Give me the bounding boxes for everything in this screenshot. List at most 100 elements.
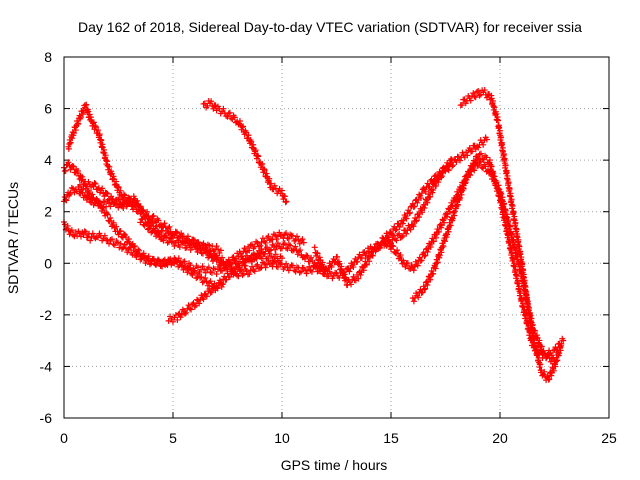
data-point — [295, 236, 302, 243]
data-point — [514, 254, 521, 261]
x-tick-label: 20 — [492, 430, 508, 446]
data-point — [266, 247, 273, 254]
data-point — [265, 233, 272, 240]
data-point — [197, 244, 204, 251]
data-point — [117, 240, 124, 247]
series-arc-i — [311, 134, 490, 289]
data-point — [148, 216, 155, 223]
data-point — [142, 211, 149, 218]
data-point — [92, 124, 99, 131]
data-point — [467, 172, 474, 179]
data-point — [505, 179, 512, 186]
data-point — [155, 217, 162, 224]
data-point — [435, 174, 442, 181]
data-point — [298, 268, 305, 275]
data-point — [207, 250, 214, 257]
x-tick-label: 5 — [169, 430, 177, 446]
data-point — [280, 241, 287, 248]
data-point — [170, 318, 176, 325]
data-point — [522, 287, 529, 294]
data-point — [475, 162, 482, 169]
data-point — [133, 254, 140, 261]
data-point — [214, 255, 221, 262]
data-point — [404, 259, 411, 266]
data-point — [187, 246, 194, 253]
data-point — [266, 237, 273, 244]
data-point — [476, 151, 483, 158]
data-point — [69, 129, 76, 136]
data-point — [120, 204, 127, 211]
data-point — [186, 265, 193, 272]
data-point — [249, 144, 256, 151]
data-point — [350, 273, 357, 280]
y-tick-label: 8 — [44, 49, 52, 65]
data-point — [257, 265, 264, 272]
data-point — [215, 246, 222, 253]
data-point — [263, 170, 270, 177]
data-point — [538, 343, 545, 350]
data-point — [253, 238, 260, 245]
data-point — [69, 135, 76, 142]
data-point — [273, 243, 280, 250]
data-point — [240, 123, 247, 130]
data-point — [424, 199, 431, 206]
data-point — [207, 278, 214, 285]
data-point — [106, 163, 113, 170]
data-point — [293, 233, 300, 240]
data-point — [271, 182, 278, 189]
data-point — [453, 159, 460, 166]
data-point — [70, 232, 77, 239]
data-point — [120, 244, 127, 251]
data-point — [176, 243, 183, 250]
data-point — [276, 229, 283, 236]
data-point — [191, 269, 198, 276]
data-point — [335, 261, 342, 268]
data-point — [261, 260, 268, 267]
data-point — [274, 233, 281, 240]
data-point — [202, 269, 209, 276]
data-point — [254, 261, 261, 268]
data-point — [68, 184, 75, 191]
data-point — [360, 267, 367, 274]
data-point — [115, 183, 122, 190]
data-point — [268, 253, 275, 260]
data-point — [262, 239, 269, 246]
data-point — [94, 185, 101, 192]
data-point — [148, 260, 155, 267]
data-point — [501, 200, 508, 207]
data-point — [444, 166, 451, 173]
data-point — [316, 254, 323, 261]
data-point — [303, 252, 310, 259]
data-point — [296, 240, 303, 247]
data-point — [248, 138, 255, 145]
data-point — [350, 264, 357, 271]
data-point — [489, 173, 496, 180]
data-point — [108, 236, 115, 243]
data-point — [393, 237, 400, 244]
data-point — [510, 209, 517, 216]
data-point — [272, 232, 279, 239]
data-point — [177, 259, 184, 266]
data-point — [319, 259, 326, 266]
data-point — [340, 270, 347, 277]
data-point — [340, 269, 347, 276]
data-point — [246, 271, 253, 278]
data-point — [236, 117, 243, 124]
data-point — [226, 273, 233, 280]
data-point — [208, 269, 215, 276]
data-point — [551, 358, 558, 365]
data-point — [139, 215, 146, 222]
data-point — [394, 247, 401, 254]
data-point — [421, 253, 428, 260]
data-point — [304, 253, 311, 260]
data-point — [493, 179, 500, 186]
data-point — [285, 267, 292, 274]
data-point — [113, 223, 120, 230]
data-point — [398, 234, 405, 241]
data-point — [470, 90, 477, 97]
data-point — [199, 279, 206, 286]
data-point — [283, 230, 290, 237]
data-point — [414, 199, 421, 206]
data-point — [403, 215, 410, 222]
data-point — [231, 269, 238, 276]
